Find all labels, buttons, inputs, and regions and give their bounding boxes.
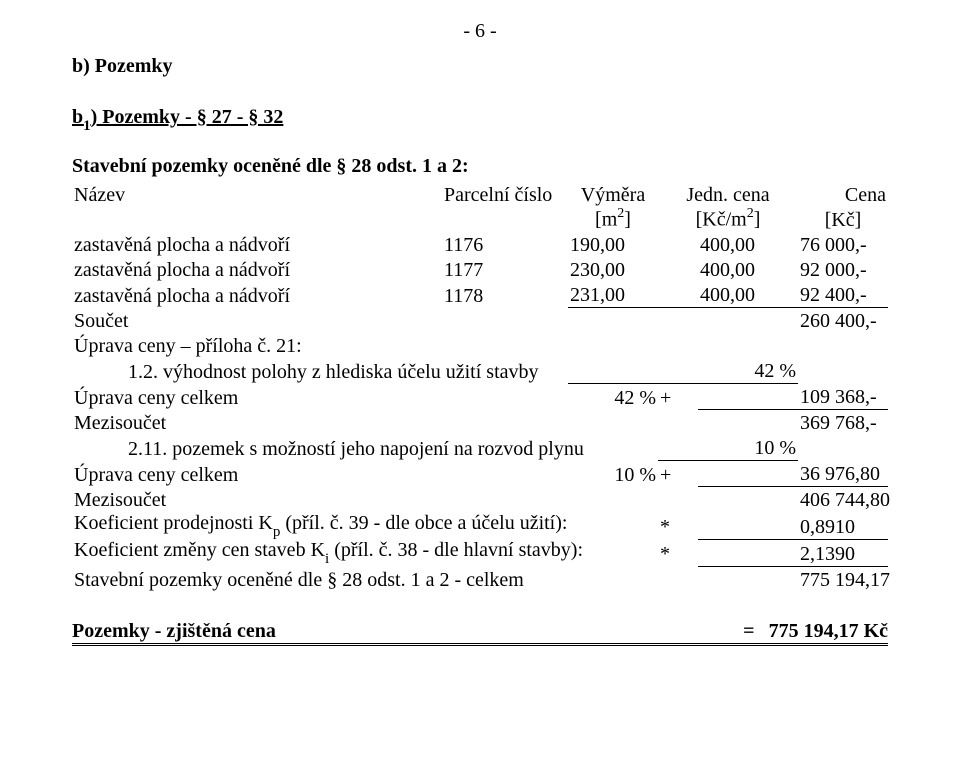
adj1-pct: 42 %: [568, 358, 798, 384]
table-row: zastavěná plocha a nádvoří 1177 230,00 4…: [72, 257, 888, 282]
cell-area: 190,00: [568, 232, 658, 257]
ki-sub: i: [325, 551, 329, 567]
table-header-row-1: Název Parcelní číslo Výměra Jedn. cena C…: [72, 182, 888, 207]
hdr-m2: [m2]: [568, 207, 658, 232]
mezisoucet2-row: Mezisoučet 406 744,80: [72, 487, 888, 513]
cell-unit: 400,00: [698, 257, 798, 282]
cell-total: 92 000,-: [798, 257, 888, 282]
final-row: Stavební pozemky oceněné dle § 28 odst. …: [72, 566, 888, 592]
kp-sub: p: [273, 524, 281, 540]
mezisoucet1-row: Mezisoučet 369 768,-: [72, 410, 888, 436]
hdr-parcel: Parcelní číslo: [442, 182, 568, 207]
table-row: zastavěná plocha a nádvoří 1178 231,00 4…: [72, 282, 888, 308]
mezisoucet2-total: 406 744,80: [798, 487, 888, 513]
adj1-row: 1.2. výhodnost polohy z hlediska účelu u…: [72, 358, 888, 384]
kcm2-open: [Kč/m: [696, 209, 747, 231]
cell-unit: 400,00: [698, 282, 798, 308]
hdr-cena: Cena: [798, 182, 888, 207]
equals-sign: =: [743, 620, 768, 643]
subtitle: Stavební pozemky oceněné dle § 28 odst. …: [72, 155, 888, 178]
adj2-pct: 10 %: [658, 435, 798, 461]
hdr-name: Název: [72, 182, 442, 207]
cell-parcel: 1176: [442, 232, 568, 257]
footer-line: Pozemky - zjištěná cena = 775 194,17 Kč: [72, 620, 888, 646]
adj1-sum-pct: 42 %: [568, 384, 658, 410]
star: *: [658, 512, 698, 539]
adj2-sum-label: Úprava ceny celkem: [72, 461, 442, 487]
star: *: [658, 539, 698, 566]
cell-parcel: 1177: [442, 257, 568, 282]
cell-label: zastavěná plocha a nádvoří: [72, 282, 442, 308]
mezisoucet-label: Mezisoučet: [72, 410, 442, 436]
valuation-table: Název Parcelní číslo Výměra Jedn. cena C…: [72, 182, 888, 592]
sum-total: 260 400,-: [798, 308, 888, 334]
cell-total: 92 400,-: [798, 282, 888, 308]
kp-post: (příl. č. 39 - dle obce a účelu užití):: [280, 512, 567, 534]
ki-pre: Koeficient změny cen staveb K: [74, 539, 325, 561]
adj2-label: 2.11. pozemek s možností jeho napojení n…: [72, 435, 658, 461]
kp-label: Koeficient prodejnosti Kp (příl. č. 39 -…: [72, 512, 658, 539]
adj1-label: 1.2. výhodnost polohy z hlediska účelu u…: [72, 358, 568, 384]
adj2-sum-total: 36 976,80: [798, 461, 888, 487]
hdr-area: Výměra: [568, 182, 658, 207]
adj-header-row: Úprava ceny – příloha č. 21:: [72, 333, 888, 358]
sum-label: Součet: [72, 308, 442, 334]
cell-total: 76 000,-: [798, 232, 888, 257]
plus-sign: +: [658, 384, 698, 410]
adj-header: Úprava ceny – příloha č. 21:: [72, 333, 888, 358]
mezisoucet-label: Mezisoučet: [72, 487, 442, 513]
hdr-jedn: Jedn. cena: [658, 182, 798, 207]
final-total: 775 194,17: [798, 566, 888, 592]
m2-sup: 2: [617, 206, 624, 221]
m2-close: ]: [624, 209, 631, 231]
kp-row: Koeficient prodejnosti Kp (příl. č. 39 -…: [72, 512, 888, 539]
adj2-sum-pct: 10 %: [568, 461, 658, 487]
adj1-sum-total: 109 368,-: [798, 384, 888, 410]
cell-label: zastavěná plocha a nádvoří: [72, 232, 442, 257]
adj1-sum-row: Úprava ceny celkem 42 % + 109 368,-: [72, 384, 888, 410]
hdr-kc: [Kč]: [798, 207, 888, 232]
kcm2-sup: 2: [747, 206, 754, 221]
page: { "page_number": "- 6 -", "section_b": "…: [0, 0, 960, 770]
cell-area: 230,00: [568, 257, 658, 282]
hdr-kcm2: [Kč/m2]: [658, 207, 798, 232]
sum-row: Součet 260 400,-: [72, 308, 888, 334]
table-row: zastavěná plocha a nádvoří 1176 190,00 4…: [72, 232, 888, 257]
mezisoucet1-total: 369 768,-: [798, 410, 888, 436]
ki-post: (příl. č. 38 - dle hlavní stavby):: [329, 539, 583, 561]
b1-rest: ) Pozemky - § 27 - § 32: [91, 106, 284, 128]
plus-sign: +: [658, 461, 698, 487]
adj2-sum-row: Úprava ceny celkem 10 % + 36 976,80: [72, 461, 888, 487]
cell-unit: 400,00: [698, 232, 798, 257]
final-label: Stavební pozemky oceněné dle § 28 odst. …: [72, 566, 658, 592]
ki-row: Koeficient změny cen staveb Ki (příl. č.…: [72, 539, 888, 566]
ki-val: 2,1390: [798, 539, 888, 566]
adj2-row: 2.11. pozemek s možností jeho napojení n…: [72, 435, 888, 461]
cell-parcel: 1178: [442, 282, 568, 308]
footer-total: 775 194,17 Kč: [769, 620, 888, 643]
adj1-sum-label: Úprava ceny celkem: [72, 384, 442, 410]
kp-pre: Koeficient prodejnosti K: [74, 512, 273, 534]
footer-label: Pozemky - zjištěná cena: [72, 620, 276, 643]
table-header-row-2: [m2] [Kč/m2] [Kč]: [72, 207, 888, 232]
ki-label: Koeficient změny cen staveb Ki (příl. č.…: [72, 539, 658, 566]
section-b1-heading: b1) Pozemky - § 27 - § 32: [72, 106, 888, 133]
b1-subscript: 1: [83, 118, 91, 134]
section-b-heading: b) Pozemky: [72, 55, 888, 78]
page-number: - 6 -: [72, 20, 888, 43]
b1-prefix: b: [72, 106, 83, 128]
kcm2-close: ]: [754, 209, 761, 231]
m2-open: [m: [595, 209, 617, 231]
cell-area: 231,00: [568, 282, 658, 308]
cell-label: zastavěná plocha a nádvoří: [72, 257, 442, 282]
kp-val: 0,8910: [798, 512, 888, 539]
